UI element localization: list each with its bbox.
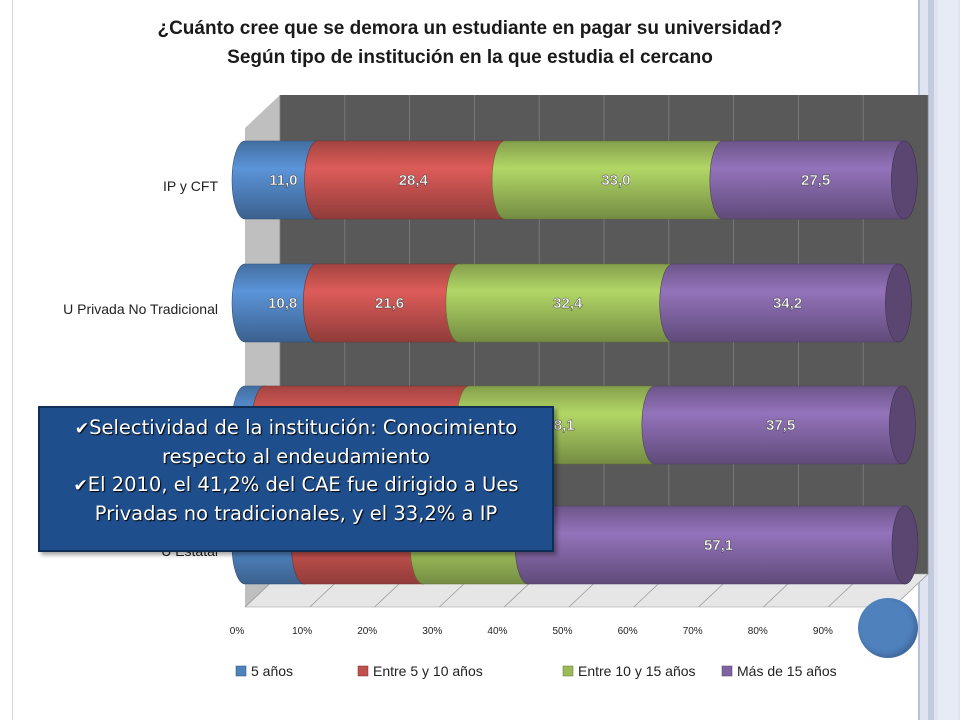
data-label: 8,1: [554, 417, 575, 434]
bar-end-cap: [885, 263, 912, 343]
data-label: 21,6: [375, 295, 404, 312]
x-tick-label: 70%: [683, 626, 703, 637]
data-label: 33,0: [601, 172, 630, 189]
title-line-1: ¿Cuánto cree que se demora un estudiante…: [157, 18, 783, 39]
legend-swatch: [721, 665, 733, 677]
highlight-circle: [858, 598, 918, 658]
legend-label: Entre 10 y 15 años: [578, 663, 696, 679]
x-tick-label: 0%: [230, 626, 245, 637]
bar-end-cap: [891, 140, 918, 220]
legend-label: Entre 5 y 10 años: [373, 663, 483, 679]
category-label: IP y CFT: [163, 178, 218, 194]
legend-label: Más de 15 años: [737, 663, 837, 679]
x-tick-label: 10%: [292, 626, 312, 637]
check-icon: ✔: [73, 476, 88, 496]
check-icon: ✔: [74, 419, 90, 439]
callout-text-1: Selectividad de la institución: Conocimi…: [89, 416, 518, 468]
callout-item-1: ✔Selectividad de la institución: Conocim…: [48, 414, 544, 471]
data-label: 34,2: [773, 295, 802, 312]
x-tick-label: 20%: [357, 626, 377, 637]
title-line-2: Según tipo de institución en la que estu…: [227, 47, 713, 68]
callout-text-2: El 2010, el 41,2% del CAE fue dirigido a…: [87, 473, 519, 525]
bar-end-cap: [891, 505, 919, 585]
bar-end-cap: [889, 385, 916, 465]
data-label: 32,4: [553, 295, 583, 312]
x-tick-label: 40%: [487, 626, 507, 637]
category-label: U Privada No Tradicional: [63, 301, 218, 317]
data-label: 28,4: [399, 172, 429, 189]
chart-title: ¿Cuánto cree que se demora un estudiante…: [20, 14, 920, 72]
data-label: 11,0: [269, 172, 297, 189]
data-label: 10,8: [268, 295, 297, 312]
x-tick-label: 90%: [813, 626, 833, 637]
legend-label: 5 años: [251, 663, 293, 679]
callout-item-2: ✔El 2010, el 41,2% del CAE fue dirigido …: [48, 471, 544, 528]
legend-swatch: [235, 665, 247, 677]
legend-swatch: [562, 665, 574, 677]
x-tick-label: 50%: [552, 626, 572, 637]
slide-left-border: [0, 0, 13, 720]
x-tick-label: 80%: [748, 626, 768, 637]
x-tick-label: 30%: [422, 626, 442, 637]
x-tick-label: 60%: [618, 626, 638, 637]
data-label: 27,5: [801, 172, 830, 189]
data-label: 57,1: [704, 537, 733, 554]
legend-swatch: [357, 665, 369, 677]
data-label: 37,5: [766, 417, 795, 434]
callout-box: ✔Selectividad de la institución: Conocim…: [38, 406, 554, 552]
